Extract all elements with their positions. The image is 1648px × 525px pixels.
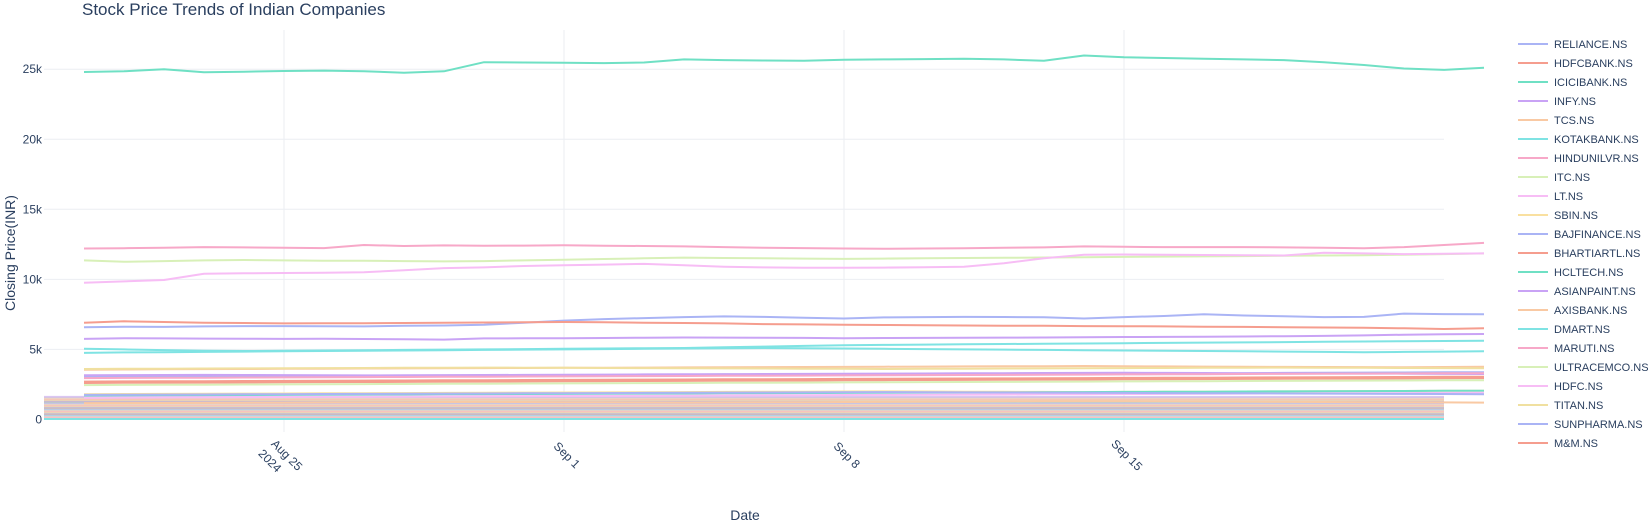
legend-label: M&M.NS <box>1554 438 1598 450</box>
series-line[interactable] <box>83 366 1485 370</box>
low-price-band <box>44 395 1444 420</box>
y-tick-label: 10k <box>23 272 43 286</box>
series-line[interactable] <box>83 379 1485 387</box>
x-tick-main: Sep 15 <box>1108 437 1145 474</box>
legend-item[interactable]: INFY.NS <box>1518 96 1596 108</box>
series-line[interactable] <box>83 347 1485 354</box>
legend-label: BAJFINANCE.NS <box>1554 229 1641 241</box>
legend-label: KOTAKBANK.NS <box>1554 134 1639 146</box>
legend-item[interactable]: DMART.NS <box>1518 324 1610 336</box>
legend-label: SUNPHARMA.NS <box>1554 419 1643 431</box>
series-line[interactable] <box>83 377 1485 384</box>
legend-item[interactable]: TITAN.NS <box>1518 400 1603 412</box>
legend-label: ULTRACEMCO.NS <box>1554 362 1648 374</box>
y-tick-label: 25k <box>23 62 43 76</box>
legend-label: TITAN.NS <box>1554 400 1603 412</box>
series-line[interactable] <box>83 391 1485 396</box>
legend-label: HDFCBANK.NS <box>1554 58 1633 70</box>
series-line[interactable] <box>83 54 1485 74</box>
legend-item[interactable]: ULTRACEMCO.NS <box>1518 362 1648 374</box>
legend-item[interactable]: MARUTI.NS <box>1518 343 1615 355</box>
x-tick-main: Sep 8 <box>831 439 863 471</box>
legend-item[interactable]: BHARTIARTL.NS <box>1518 248 1640 260</box>
y-axis-title: Closing Price(INR) <box>2 195 18 311</box>
chart-title: Stock Price Trends of Indian Companies <box>82 0 385 19</box>
legend-label: HINDUNILVR.NS <box>1554 153 1639 165</box>
x-axis-title: Date <box>730 507 760 523</box>
series-line[interactable] <box>83 333 1485 341</box>
x-tick-label: Sep 8 <box>831 439 863 471</box>
legend-item[interactable]: HDFCBANK.NS <box>1518 58 1633 70</box>
series-line[interactable] <box>83 241 1485 250</box>
legend-item[interactable]: TCS.NS <box>1518 115 1594 127</box>
y-tick-label: 5k <box>29 342 43 356</box>
legend-label: LT.NS <box>1554 191 1583 203</box>
legend-item[interactable]: BAJFINANCE.NS <box>1518 229 1641 241</box>
legend-item[interactable]: SBIN.NS <box>1518 210 1598 222</box>
legend-item[interactable]: HCLTECH.NS <box>1518 267 1623 279</box>
legend-item[interactable]: HINDUNILVR.NS <box>1518 153 1639 165</box>
gridlines <box>44 30 1444 432</box>
legend-item[interactable]: ASIANPAINT.NS <box>1518 286 1636 298</box>
legend-label: HCLTECH.NS <box>1554 267 1623 279</box>
series-line[interactable] <box>83 400 1485 405</box>
legend-label: TCS.NS <box>1554 115 1594 127</box>
series-lines <box>83 54 1485 405</box>
series-line[interactable] <box>83 372 1485 380</box>
legend-label: HDFC.NS <box>1554 381 1603 393</box>
legend-label: SBIN.NS <box>1554 210 1598 222</box>
legend-item[interactable]: AXISBANK.NS <box>1518 305 1627 317</box>
y-axis-ticks: 0 5k 10k 15k 20k 25k <box>23 62 43 426</box>
series-line[interactable] <box>83 375 1485 383</box>
legend-label: AXISBANK.NS <box>1554 305 1627 317</box>
legend-item[interactable]: HDFC.NS <box>1518 381 1603 393</box>
x-tick-main: Sep 1 <box>551 439 583 471</box>
x-tick-label: Sep 1 <box>551 439 583 471</box>
legend-label: MARUTI.NS <box>1554 343 1615 355</box>
legend-item[interactable]: RELIANCE.NS <box>1518 39 1627 51</box>
legend-item[interactable]: ICICIBANK.NS <box>1518 77 1627 89</box>
y-tick-label: 15k <box>23 202 43 216</box>
legend-label: INFY.NS <box>1554 96 1596 108</box>
legend-label: BHARTIARTL.NS <box>1554 248 1640 260</box>
y-tick-label: 0 <box>35 412 42 426</box>
legend[interactable]: RELIANCE.NS HDFCBANK.NS ICICIBANK.NS INFY.N… <box>1518 39 1648 450</box>
legend-label: ICICIBANK.NS <box>1554 77 1627 89</box>
legend-label: ITC.NS <box>1554 172 1590 184</box>
legend-item[interactable]: ITC.NS <box>1518 172 1590 184</box>
series-line[interactable] <box>83 320 1485 330</box>
series-line[interactable] <box>83 251 1485 284</box>
series-line[interactable] <box>83 312 1485 329</box>
y-tick-label: 20k <box>23 132 43 146</box>
legend-item[interactable]: M&M.NS <box>1518 438 1598 450</box>
legend-item[interactable]: KOTAKBANK.NS <box>1518 134 1639 146</box>
legend-item[interactable]: LT.NS <box>1518 191 1583 203</box>
legend-item[interactable]: SUNPHARMA.NS <box>1518 419 1643 431</box>
legend-label: ASIANPAINT.NS <box>1554 286 1636 298</box>
x-tick-label: Sep 15 <box>1108 437 1145 474</box>
legend-label: DMART.NS <box>1554 324 1610 336</box>
legend-label: RELIANCE.NS <box>1554 39 1627 51</box>
